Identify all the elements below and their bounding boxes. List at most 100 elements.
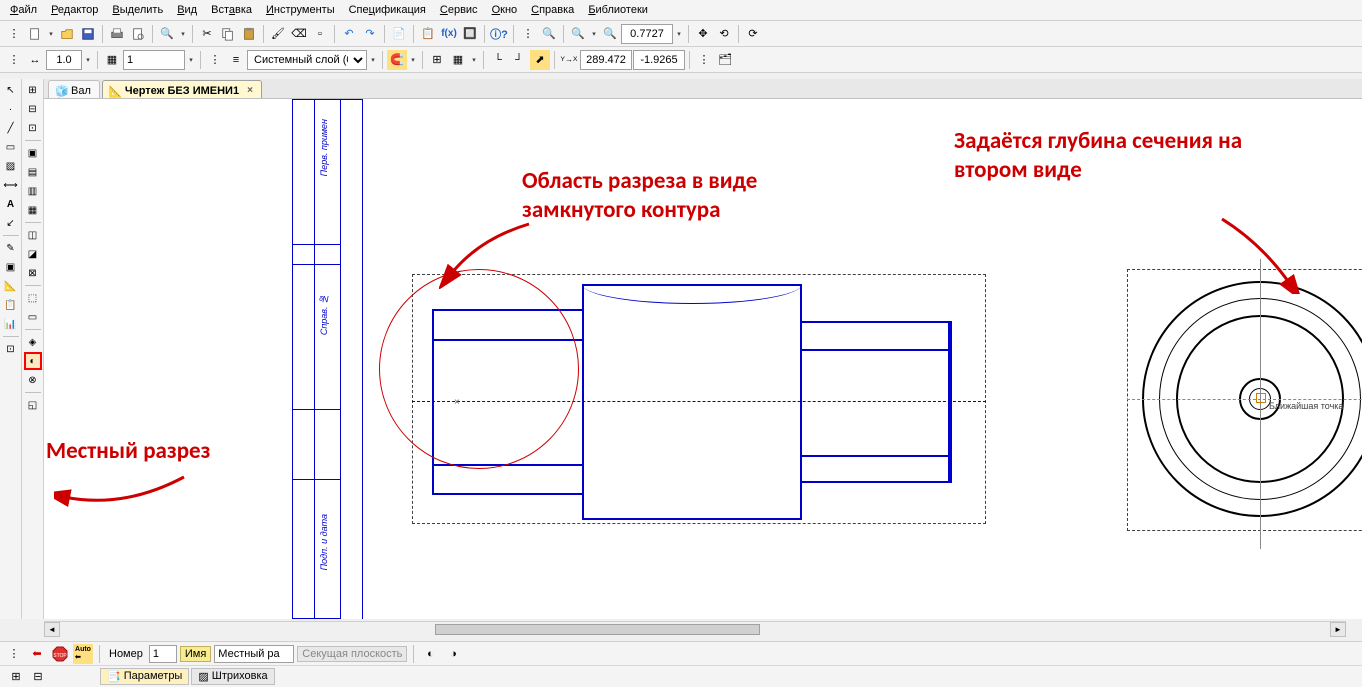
number-input[interactable]	[149, 645, 177, 663]
new-icon[interactable]	[25, 24, 45, 44]
grid2-icon[interactable]: ▦	[448, 50, 468, 70]
scroll-right-icon[interactable]: ►	[1330, 622, 1346, 637]
leader-tool-icon[interactable]: ↙	[2, 214, 20, 232]
drawing-canvas[interactable]: Перв. примен Справ. № Подп. и дата × Бли…	[44, 99, 1362, 619]
print-icon[interactable]	[107, 24, 127, 44]
lt2-15-icon[interactable]: ⊗	[24, 371, 42, 389]
lt2-11-icon[interactable]: ⬚	[24, 289, 42, 307]
open-icon[interactable]	[57, 24, 77, 44]
local-cut-tool-icon[interactable]: ◐	[24, 352, 42, 370]
menu-tools[interactable]: Инструменты	[260, 2, 341, 18]
opt1-icon[interactable]: ◐	[420, 644, 440, 664]
line-tool-icon[interactable]: ╱	[2, 119, 20, 137]
ortho-h-icon[interactable]: └	[488, 50, 508, 70]
views-tool-icon[interactable]: ⊡	[2, 340, 20, 358]
lt2-9-icon[interactable]: ◪	[24, 245, 42, 263]
grip-icon[interactable]: ⋮	[4, 24, 24, 44]
grip5-icon[interactable]: ⋮	[694, 50, 714, 70]
copy-icon[interactable]	[218, 24, 238, 44]
layer-icon[interactable]: ≡	[226, 50, 246, 70]
redo-icon[interactable]: ↷	[360, 24, 380, 44]
menu-spec[interactable]: Спецификация	[343, 2, 432, 18]
menu-select[interactable]: Выделить	[106, 2, 169, 18]
ortho-v-icon[interactable]: ┘	[509, 50, 529, 70]
hatch-tool-icon[interactable]: ▨	[2, 157, 20, 175]
lt2-3-icon[interactable]: ⊡	[24, 119, 42, 137]
step-icon[interactable]: ▦	[102, 50, 122, 70]
stop-icon[interactable]: STOP	[50, 644, 70, 664]
lt2-2-icon[interactable]: ⊟	[24, 100, 42, 118]
name-input[interactable]	[214, 645, 294, 663]
rotate-icon[interactable]: ⟲	[714, 24, 734, 44]
search-drop[interactable]: ▾	[178, 24, 188, 44]
lt2-5-icon[interactable]: ▤	[24, 163, 42, 181]
menu-file[interactable]: Файл	[4, 2, 43, 18]
save-icon[interactable]	[78, 24, 98, 44]
refresh-icon[interactable]: ⟳	[743, 24, 763, 44]
menu-libs[interactable]: Библиотеки	[582, 2, 654, 18]
search-doc-icon[interactable]: 🔍	[157, 24, 177, 44]
scroll-thumb[interactable]	[435, 624, 761, 635]
point-tool-icon[interactable]: ·	[2, 100, 20, 118]
panel-2-icon[interactable]: ⊟	[28, 666, 48, 686]
final-icon[interactable]: 🗂	[715, 50, 735, 70]
lt2-12-icon[interactable]: ▭	[24, 308, 42, 326]
grid-icon[interactable]: ⊞	[427, 50, 447, 70]
tab-drawing[interactable]: 📐 Чертеж БЕЗ ИМЕНИ1 ×	[102, 80, 262, 98]
dim-tool-icon[interactable]: ⟷	[2, 176, 20, 194]
opt2-icon[interactable]: ◑	[443, 644, 463, 664]
eraser-icon[interactable]: ⌫	[289, 24, 309, 44]
tool-a-icon[interactable]: ▫	[310, 24, 330, 44]
brush-icon[interactable]: 🖌	[268, 24, 288, 44]
dim-h-icon[interactable]: ↔	[25, 50, 45, 70]
scroll-left-icon[interactable]: ◄	[44, 622, 60, 637]
rect-tool-icon[interactable]: ▭	[2, 138, 20, 156]
h-scrollbar[interactable]: ◄ ►	[44, 621, 1346, 637]
linew-input[interactable]	[46, 50, 82, 70]
doc-tool-icon[interactable]: 📄	[389, 24, 409, 44]
menu-help[interactable]: Справка	[525, 2, 580, 18]
edit-tool-icon[interactable]: ✎	[2, 239, 20, 257]
zoom-in-icon[interactable]: 🔍	[568, 24, 588, 44]
fx-icon[interactable]: f(x)	[439, 24, 459, 44]
lt2-6-icon[interactable]: ▥	[24, 182, 42, 200]
paste-icon[interactable]	[239, 24, 259, 44]
report-tool-icon[interactable]: 📊	[2, 315, 20, 333]
arrow-tool-icon[interactable]: ↖	[2, 81, 20, 99]
grip4-icon[interactable]: ⋮	[205, 50, 225, 70]
grip3-icon[interactable]: ⋮	[4, 50, 24, 70]
lt2-7-icon[interactable]: ▦	[24, 201, 42, 219]
coord-mode-icon[interactable]: Y→X	[559, 50, 579, 70]
menu-service[interactable]: Сервис	[434, 2, 484, 18]
preview-icon[interactable]	[128, 24, 148, 44]
ortho-icon[interactable]: ⬈	[530, 50, 550, 70]
lt2-4-icon[interactable]: ▣	[24, 144, 42, 162]
close-icon[interactable]: ×	[247, 85, 253, 96]
param-tool-icon[interactable]: ▣	[2, 258, 20, 276]
tab-val[interactable]: 🧊 Вал	[48, 80, 100, 98]
auto-icon[interactable]: Auto⬅	[73, 644, 93, 664]
coord-x-input[interactable]	[580, 50, 632, 70]
snap-icon[interactable]: 🧲	[387, 50, 407, 70]
lt2-10-icon[interactable]: ⊠	[24, 264, 42, 282]
lt2-16-icon[interactable]: ◱	[24, 396, 42, 414]
spec-tool-icon[interactable]: 📋	[2, 296, 20, 314]
text-tool-icon[interactable]: A	[2, 195, 20, 213]
menu-window[interactable]: Окно	[486, 2, 524, 18]
lt2-8-icon[interactable]: ◫	[24, 226, 42, 244]
var-icon[interactable]: 🔲	[460, 24, 480, 44]
lt2-13-icon[interactable]: ◈	[24, 333, 42, 351]
menu-insert[interactable]: Вставка	[205, 2, 258, 18]
tab-params[interactable]: 📑 Параметры	[100, 668, 189, 685]
zoom-input[interactable]	[621, 24, 673, 44]
menu-editor[interactable]: Редактор	[45, 2, 104, 18]
zoom-fit-icon[interactable]: 🔍	[539, 24, 559, 44]
help-icon[interactable]: ⓘ?	[489, 24, 509, 44]
step-input[interactable]	[123, 50, 185, 70]
manager-icon[interactable]: 📋	[418, 24, 438, 44]
tab-hatch[interactable]: ▨ Штриховка	[191, 668, 274, 685]
zoom-out-icon[interactable]: 🔍	[600, 24, 620, 44]
cut-icon[interactable]: ✂	[197, 24, 217, 44]
apply-icon[interactable]: ⬅	[27, 644, 47, 664]
new-drop[interactable]: ▾	[46, 24, 56, 44]
